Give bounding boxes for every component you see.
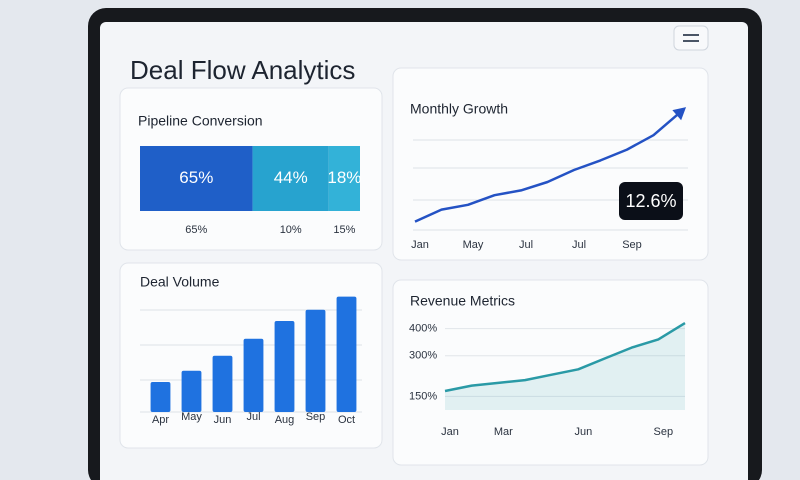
x-tick-label: Jul — [246, 411, 260, 423]
panel-title: Revenue Metrics — [410, 293, 515, 309]
rate-label: 10% — [280, 224, 302, 236]
bar — [181, 370, 202, 412]
x-tick-label: Jul — [572, 239, 586, 251]
x-tick-label: Sep — [654, 426, 674, 438]
y-tick-label: 150% — [409, 390, 437, 402]
x-tick-label: Sep — [306, 411, 326, 423]
x-tick-label: Apr — [152, 414, 169, 426]
x-tick-label: Jul — [519, 239, 533, 251]
x-tick-label: Oct — [338, 414, 355, 426]
menu-button[interactable] — [673, 25, 709, 51]
x-tick-label: Jun — [214, 414, 232, 426]
bar-segment — [328, 146, 360, 211]
line — [414, 111, 681, 223]
y-tick-label: 400% — [409, 322, 437, 334]
segment-label: 44% — [274, 168, 308, 187]
x-tick-label: Jun — [574, 426, 592, 438]
bar-segment — [252, 146, 329, 211]
panel-title: Pipeline Conversion — [138, 113, 263, 129]
panel-title: Deal Volume — [140, 274, 220, 290]
x-tick-label: Jan — [441, 426, 459, 438]
bar — [212, 355, 233, 412]
bar — [150, 381, 171, 412]
rate-label: 15% — [333, 224, 355, 236]
bar — [305, 309, 326, 412]
bar — [243, 338, 264, 412]
line — [444, 322, 686, 393]
x-tick-label: May — [463, 239, 484, 251]
area — [445, 323, 685, 410]
bar-segment — [140, 146, 253, 211]
bar — [274, 320, 295, 412]
x-tick-label: Aug — [275, 414, 295, 426]
arrow-head — [672, 107, 687, 121]
segment-label: 65% — [179, 168, 213, 187]
x-tick-label: May — [181, 411, 202, 423]
y-tick-label: 300% — [409, 350, 437, 362]
panel — [392, 279, 709, 466]
dashboard-title: Deal Flow Analytics — [130, 55, 355, 85]
segment-label: 18% — [327, 168, 361, 187]
bar — [336, 296, 357, 412]
panel — [392, 67, 709, 261]
rate-label: 65% — [185, 224, 207, 236]
x-tick-label: Sep — [622, 239, 642, 251]
panel-title: Monthly Growth — [410, 101, 508, 117]
x-tick-label: Mar — [494, 426, 513, 438]
x-tick-label: Jan — [411, 239, 429, 251]
badge-label: 12.6% — [625, 191, 676, 211]
badge — [619, 182, 683, 220]
